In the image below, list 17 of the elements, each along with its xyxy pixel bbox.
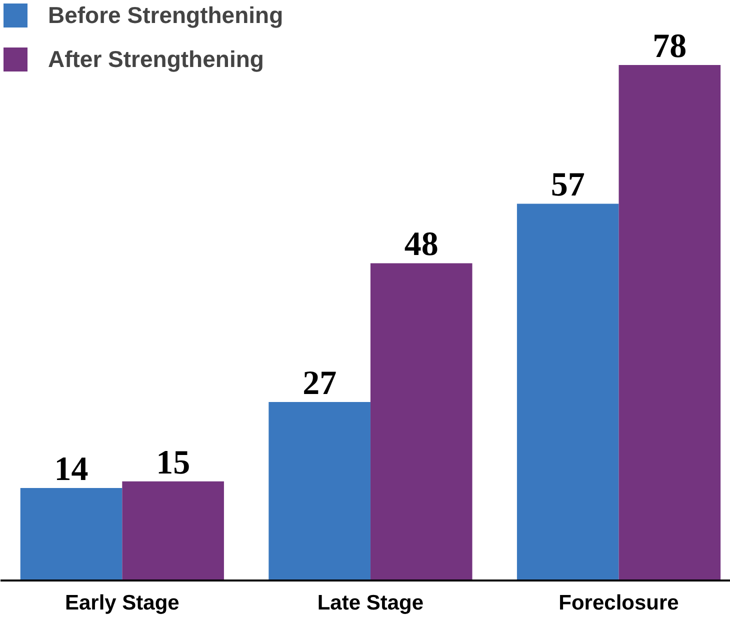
legend-label: After Strengthening — [48, 46, 264, 72]
bar — [268, 402, 370, 580]
bar — [122, 481, 224, 580]
x-tick-label: Foreclosure — [558, 592, 679, 614]
x-tick-label: Late Stage — [317, 592, 424, 614]
data-label: 57 — [550, 166, 585, 204]
data-label: 78 — [652, 28, 687, 65]
data-label: 14 — [54, 450, 88, 488]
bar — [516, 204, 619, 580]
bar — [618, 64, 721, 580]
bar — [20, 488, 122, 580]
data-label: 48 — [404, 226, 438, 264]
legend-label: Before Strengthening — [48, 2, 284, 28]
data-label: 27 — [302, 365, 337, 402]
bar — [370, 263, 472, 580]
x-tick-label: Early Stage — [64, 592, 180, 614]
data-label: 15 — [156, 444, 190, 482]
